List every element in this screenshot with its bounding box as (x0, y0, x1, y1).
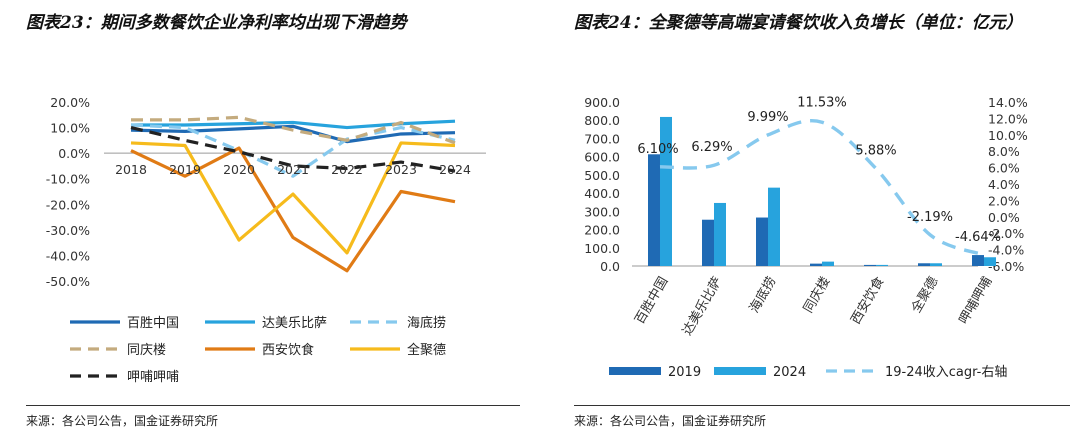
y-right-tick-label: -4.0% (988, 243, 1024, 258)
y-right-tick-label: -2.0% (988, 226, 1024, 241)
x-tick-label: 2020 (223, 162, 255, 177)
legend-label: 海底捞 (407, 315, 446, 331)
cagr-data-label: -2.19% (907, 210, 953, 225)
y-right-tick-label: 2.0% (988, 193, 1020, 208)
left-chart-title: 图表23：期间多数餐饮企业净利率均出现下滑趋势 (26, 13, 407, 33)
x-tick-label: 2023 (385, 162, 417, 177)
x-category-label: 海底捞 (746, 274, 779, 316)
y-tick-label: -20.0% (46, 197, 90, 212)
y-tick-label: -10.0% (46, 172, 90, 187)
bar-2024 (876, 264, 888, 266)
y-tick-label: 20.0% (50, 95, 90, 110)
y-tick-label: 0.0% (58, 146, 90, 161)
y-right-tick-label: 6.0% (988, 161, 1020, 176)
series-line-4 (130, 146, 456, 273)
legend-label: 达美乐比萨 (262, 316, 327, 331)
right-chart-source: 来源：各公司公告，国金证券研究所 (574, 414, 767, 428)
y-right-tick-label: 4.0% (988, 177, 1020, 192)
legend-label: 百胜中国 (127, 316, 179, 331)
y-tick-label: 10.0% (50, 121, 90, 136)
legend-label: 西安饮食 (262, 342, 314, 358)
y-left-tick-label: 200.0 (584, 223, 620, 238)
bar-2024 (822, 261, 834, 266)
legend-swatch-2024 (714, 367, 766, 375)
series-line-6 (130, 126, 456, 173)
series-line-2 (130, 123, 456, 178)
cagr-data-label: 6.29% (691, 140, 732, 155)
legend-swatch-2019 (609, 367, 661, 375)
y-left-tick-label: 100.0 (584, 241, 620, 256)
y-right-tick-label: 8.0% (988, 144, 1020, 159)
y-tick-label: -50.0% (46, 274, 90, 289)
y-left-tick-label: 700.0 (584, 131, 620, 146)
y-left-tick-label: 0.0 (600, 259, 620, 274)
right-chart-title: 图表24：全聚德等高端宴请餐饮收入负增长（单位：亿元） (574, 13, 1023, 33)
cagr-data-label: 11.53% (797, 95, 847, 110)
x-tick-label: 2018 (115, 162, 147, 177)
bar-2019 (918, 263, 930, 266)
legend-label: 全聚德 (407, 342, 446, 358)
bar-2019 (810, 263, 822, 266)
y-tick-label: -40.0% (46, 248, 90, 263)
bar-2019 (702, 219, 714, 266)
cagr-line (659, 119, 985, 257)
revenue-bar-chart: 0.0 100.0 200.0 300.0 400.0 500.0 600.0 700.0 80… (584, 95, 1028, 380)
legend-label: 19-24收入cagr-右轴 (885, 365, 1007, 380)
y-left-tick-label: 400.0 (584, 186, 620, 201)
bar-2024 (930, 263, 942, 266)
y-left-tick-label: 300.0 (584, 204, 620, 219)
bar-2019 (648, 154, 660, 266)
left-chart-panel: 图表23：期间多数餐饮企业净利率均出现下滑趋势 20.0% 10.0% 0.0% -1… (0, 0, 530, 436)
right-source-divider (574, 405, 1070, 406)
cagr-data-label: -4.64% (955, 230, 1001, 245)
x-tick-label: 2019 (169, 162, 201, 177)
x-category-label: 西安饮食 (848, 274, 888, 327)
y-right-tick-label: 12.0% (988, 111, 1028, 126)
bar-2024 (984, 257, 996, 266)
x-category-label: 呷哺呷哺 (956, 275, 995, 328)
bar-2024 (714, 202, 726, 266)
series-line-3 (131, 115, 456, 145)
y-left-tick-label: 800.0 (584, 113, 620, 128)
bar-2019 (864, 264, 876, 266)
x-tick-label: 2022 (331, 162, 363, 177)
x-category-label: 百胜中国 (632, 275, 671, 328)
y-left-tick-label: 600.0 (584, 150, 620, 165)
cagr-data-label: 6.10% (637, 142, 678, 157)
right-chart-panel: 图表24：全聚德等高端宴请餐饮收入负增长（单位：亿元） 0.0 100.0 200.… (548, 0, 1080, 436)
y-right-tick-label: 10.0% (988, 128, 1028, 143)
bar-2019 (972, 255, 984, 266)
series-line-0 (130, 124, 456, 144)
legend-label: 2019 (668, 365, 701, 380)
y-right-tick-label: -6.0% (988, 259, 1024, 274)
legend-label: 同庆楼 (127, 343, 166, 358)
bar-2024 (660, 116, 672, 266)
cagr-data-label: 9.99% (747, 110, 788, 125)
y-tick-label: -30.0% (46, 223, 90, 238)
net-margin-line-chart: 20.0% 10.0% 0.0% -10.0% -20.0% -30.0% -40.0% -5… (46, 95, 486, 385)
x-tick-label: 2024 (439, 162, 471, 177)
y-right-tick-label: 14.0% (988, 95, 1028, 110)
legend-label: 呷哺呷哺 (127, 370, 179, 385)
series-line-5 (130, 141, 456, 255)
x-category-label: 达美乐比萨 (680, 275, 725, 339)
legend-label: 2024 (773, 365, 806, 380)
left-source-divider (26, 405, 520, 406)
bar-2024 (768, 187, 780, 266)
y-left-tick-label: 900.0 (584, 95, 620, 110)
left-chart-source: 来源：各公司公告，国金证券研究所 (26, 414, 219, 428)
y-right-tick-label: 0.0% (988, 210, 1020, 225)
x-category-label: 同庆楼 (801, 275, 833, 316)
cagr-data-label: 5.88% (855, 144, 896, 159)
x-tick-label: 2021 (277, 162, 309, 177)
x-category-label: 全聚德 (908, 274, 941, 316)
bar-2019 (756, 217, 768, 266)
y-left-tick-label: 500.0 (584, 168, 620, 183)
